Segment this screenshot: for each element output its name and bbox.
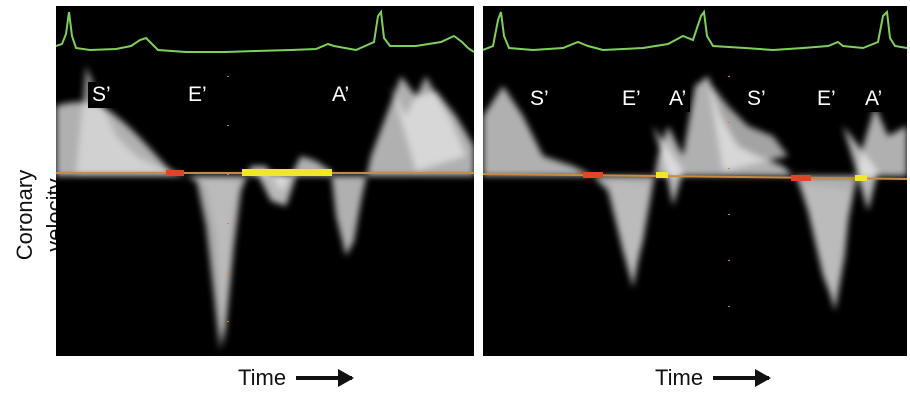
zero-velocity-baseline-right: [483, 173, 907, 180]
phase-label-e: E’: [184, 82, 211, 108]
right-arrow-icon: [296, 369, 355, 387]
marker-yellow-right-1: [656, 172, 668, 178]
doppler-signal-left: [56, 66, 474, 351]
ecg-trace-left: [56, 9, 474, 53]
phase-label-a-2: A’: [861, 86, 887, 112]
doppler-plot-left: [56, 6, 474, 351]
marker-red-right-1: [583, 172, 603, 178]
phase-label-a: A’: [328, 82, 354, 108]
doppler-plot-right: [483, 6, 907, 351]
x-axis-label-right: Time: [655, 365, 772, 391]
ecg-strip-left: [56, 6, 474, 68]
phase-label-e-1: E’: [618, 86, 645, 112]
x-axis-label-left: Time: [238, 365, 355, 391]
marker-yellow-right-2: [855, 175, 867, 181]
x-axis-label-text-right: Time: [655, 365, 704, 390]
doppler-signal-right: [483, 76, 907, 311]
phase-label-s-2: S’: [743, 86, 770, 112]
phase-label-a-1: A’: [665, 86, 691, 112]
phase-label-s: S’: [88, 82, 115, 108]
x-axis-label-text-left: Time: [238, 365, 287, 390]
marker-red-left: [166, 170, 184, 176]
ecg-trace-right: [483, 9, 907, 52]
y-axis-label: Coronary velocity: [12, 169, 67, 261]
doppler-panel-left: S’ E’ A’: [56, 6, 474, 356]
phase-label-e-2: E’: [813, 86, 840, 112]
doppler-panel-right: S’ E’ A’ S’ E’ A’: [483, 6, 907, 356]
marker-yellow-left: [242, 169, 332, 176]
marker-red-right-2: [791, 175, 811, 181]
phase-label-s-1: S’: [526, 86, 553, 112]
right-arrow-icon: [713, 369, 772, 387]
